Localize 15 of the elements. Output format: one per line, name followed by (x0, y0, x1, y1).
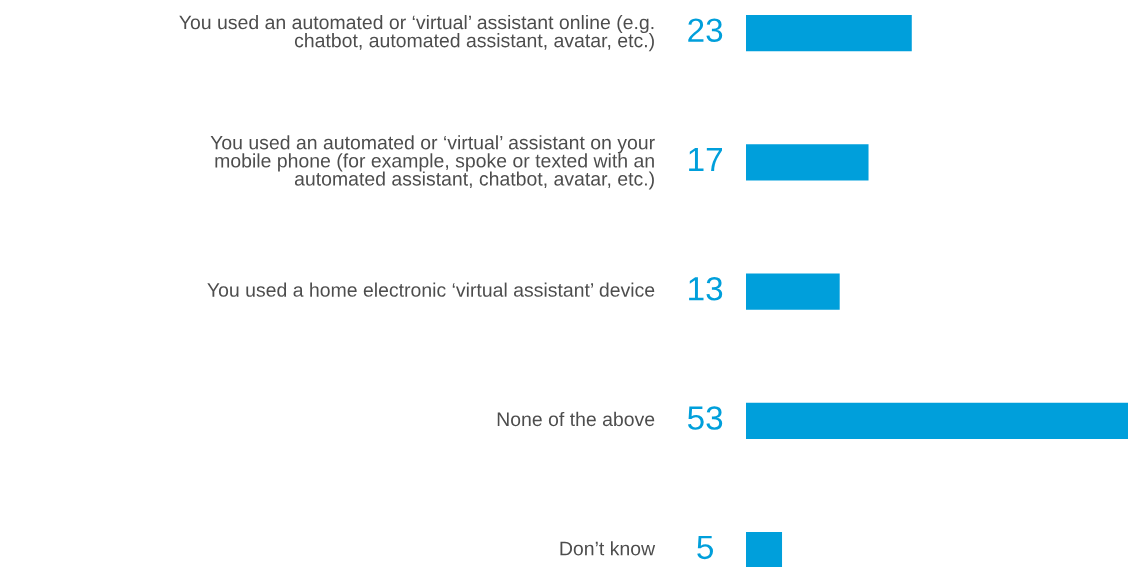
y-tick-label: Don’t know (560, 541, 656, 556)
bar (746, 144, 869, 181)
data-label: 53 (687, 406, 723, 430)
bar (746, 273, 840, 310)
y-tick-label: You used an automated or ‘virtual’ assistant on your mobile phone (for example, spoke or texted with an automated assistant, chatbot, avatar, etc.) (210, 135, 655, 190)
bar (746, 402, 1128, 440)
y-tick-label: You used an automated or ‘virtual’ assistant online (e.g. chatbot, automated assistant, avatar, etc.) (179, 14, 654, 52)
bar (746, 15, 912, 52)
data-label: 13 (689, 276, 723, 301)
data-label: 5 (697, 535, 713, 560)
bar (746, 532, 783, 567)
y-tick-label: None of the above (497, 411, 655, 427)
data-label: 23 (688, 18, 723, 43)
y-tick-label: You used a home electronic ‘virtual assistant’ device (207, 282, 655, 297)
data-label: 17 (689, 148, 722, 171)
